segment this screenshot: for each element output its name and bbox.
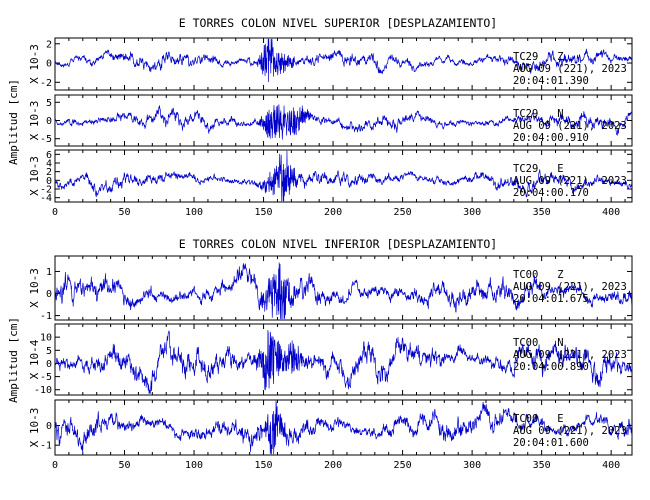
x-tick-label: 100 <box>185 207 203 218</box>
station-label: TC00 E <box>513 413 564 425</box>
date-label: AUG 09 (221), 2023 <box>513 120 627 132</box>
panel-superior: E TORRES COLON NIVEL SUPERIOR [DESPLAZAM… <box>7 16 633 218</box>
y-tick-label: 6 <box>46 150 52 161</box>
y-tick-label: 10 <box>40 333 52 344</box>
date-label: AUG 09 (221), 2023 <box>513 175 627 187</box>
date-label: AUG 09 (221), 2023 <box>513 281 627 293</box>
time-label: 20:04:00.890 <box>513 361 589 373</box>
x-tick-label: 250 <box>394 207 412 218</box>
scale-label: X 10-3 <box>28 408 41 448</box>
time-label: 20:04:01.675 <box>513 293 589 305</box>
scale-label: X 10-3 <box>28 268 41 308</box>
x-tick-label: 300 <box>463 207 481 218</box>
subplot-frame <box>54 37 633 91</box>
y-tick-label: 0 <box>46 116 52 127</box>
trace-line <box>54 38 633 83</box>
time-label: 20:04:01.600 <box>513 437 589 449</box>
x-tick-label: 250 <box>394 460 412 471</box>
date-label: AUG 09 (221), 2023 <box>513 63 627 75</box>
time-label: 20:04:00.170 <box>513 187 589 199</box>
y-tick-label: 4 <box>46 159 52 170</box>
x-tick-label: 200 <box>324 460 342 471</box>
subplot-frame <box>54 323 633 396</box>
y-tick-label: -4 <box>40 193 52 204</box>
y-tick-label: 0 <box>46 59 52 70</box>
trace-line <box>54 400 633 455</box>
subplot-frame <box>54 399 633 456</box>
x-tick-label: 150 <box>255 207 273 218</box>
y-tick-label: 0 <box>46 289 52 300</box>
time-label: 20:04:00.910 <box>513 132 589 144</box>
trace-line <box>54 329 633 394</box>
y-tick-label: -5 <box>40 372 52 383</box>
subplot-frame <box>54 149 633 203</box>
x-tick-label: 150 <box>255 460 273 471</box>
trace-line <box>54 150 633 202</box>
y-tick-label: -2 <box>40 78 52 89</box>
x-tick-label: 0 <box>52 207 58 218</box>
y-tick-label: 1 <box>46 267 52 278</box>
y-tick-label: 0 <box>46 359 52 370</box>
station-label: TC29 Z <box>513 51 564 63</box>
x-tick-label: 50 <box>118 460 130 471</box>
y-tick-label: 0 <box>46 421 52 432</box>
y-axis-label: Amplitud [cm] <box>7 79 20 165</box>
station-label: TC29 N <box>513 108 564 120</box>
x-tick-label: 400 <box>602 207 620 218</box>
y-tick-label: -1 <box>40 441 52 452</box>
y-tick-label: 0 <box>46 176 52 187</box>
y-tick-label: -1 <box>40 311 52 322</box>
y-tick-label: -2 <box>40 185 52 196</box>
time-label: 20:04:01.390 <box>513 75 589 87</box>
scale-label: X 10-3 <box>28 156 41 196</box>
y-axis-label: Amplitud [cm] <box>7 317 20 403</box>
x-tick-label: 50 <box>118 207 130 218</box>
y-tick-label: 2 <box>46 39 52 50</box>
panel-inferior: E TORRES COLON NIVEL INFERIOR [DESPLAZAM… <box>7 237 633 471</box>
y-tick-label: -10 <box>34 385 52 396</box>
scale-label: X 10-3 <box>28 44 41 84</box>
station-label: TC00 Z <box>513 269 564 281</box>
x-tick-label: 200 <box>324 207 342 218</box>
x-tick-label: 400 <box>602 460 620 471</box>
trace-line <box>54 262 633 320</box>
trace-line <box>54 104 633 140</box>
date-label: AUG 09 (221), 2023 <box>513 349 627 361</box>
y-tick-label: 5 <box>46 98 52 109</box>
panel-title: E TORRES COLON NIVEL SUPERIOR [DESPLAZAM… <box>179 16 498 30</box>
y-tick-label: -5 <box>40 134 52 145</box>
scale-label: X 10-3 <box>28 101 41 141</box>
y-tick-label: 5 <box>46 346 52 357</box>
date-label: AUG 09 (221), 2023 <box>513 425 627 437</box>
x-tick-label: 300 <box>463 460 481 471</box>
x-tick-label: 100 <box>185 460 203 471</box>
x-tick-label: 350 <box>533 207 551 218</box>
station-label: TC29 E <box>513 163 564 175</box>
scale-label: X 10-4 <box>28 339 41 379</box>
x-tick-label: 0 <box>52 460 58 471</box>
panel-title: E TORRES COLON NIVEL INFERIOR [DESPLAZAM… <box>179 237 498 251</box>
x-tick-label: 350 <box>533 460 551 471</box>
y-tick-label: 2 <box>46 167 52 178</box>
station-label: TC00 N <box>513 337 564 349</box>
subplot-frame <box>54 255 633 321</box>
